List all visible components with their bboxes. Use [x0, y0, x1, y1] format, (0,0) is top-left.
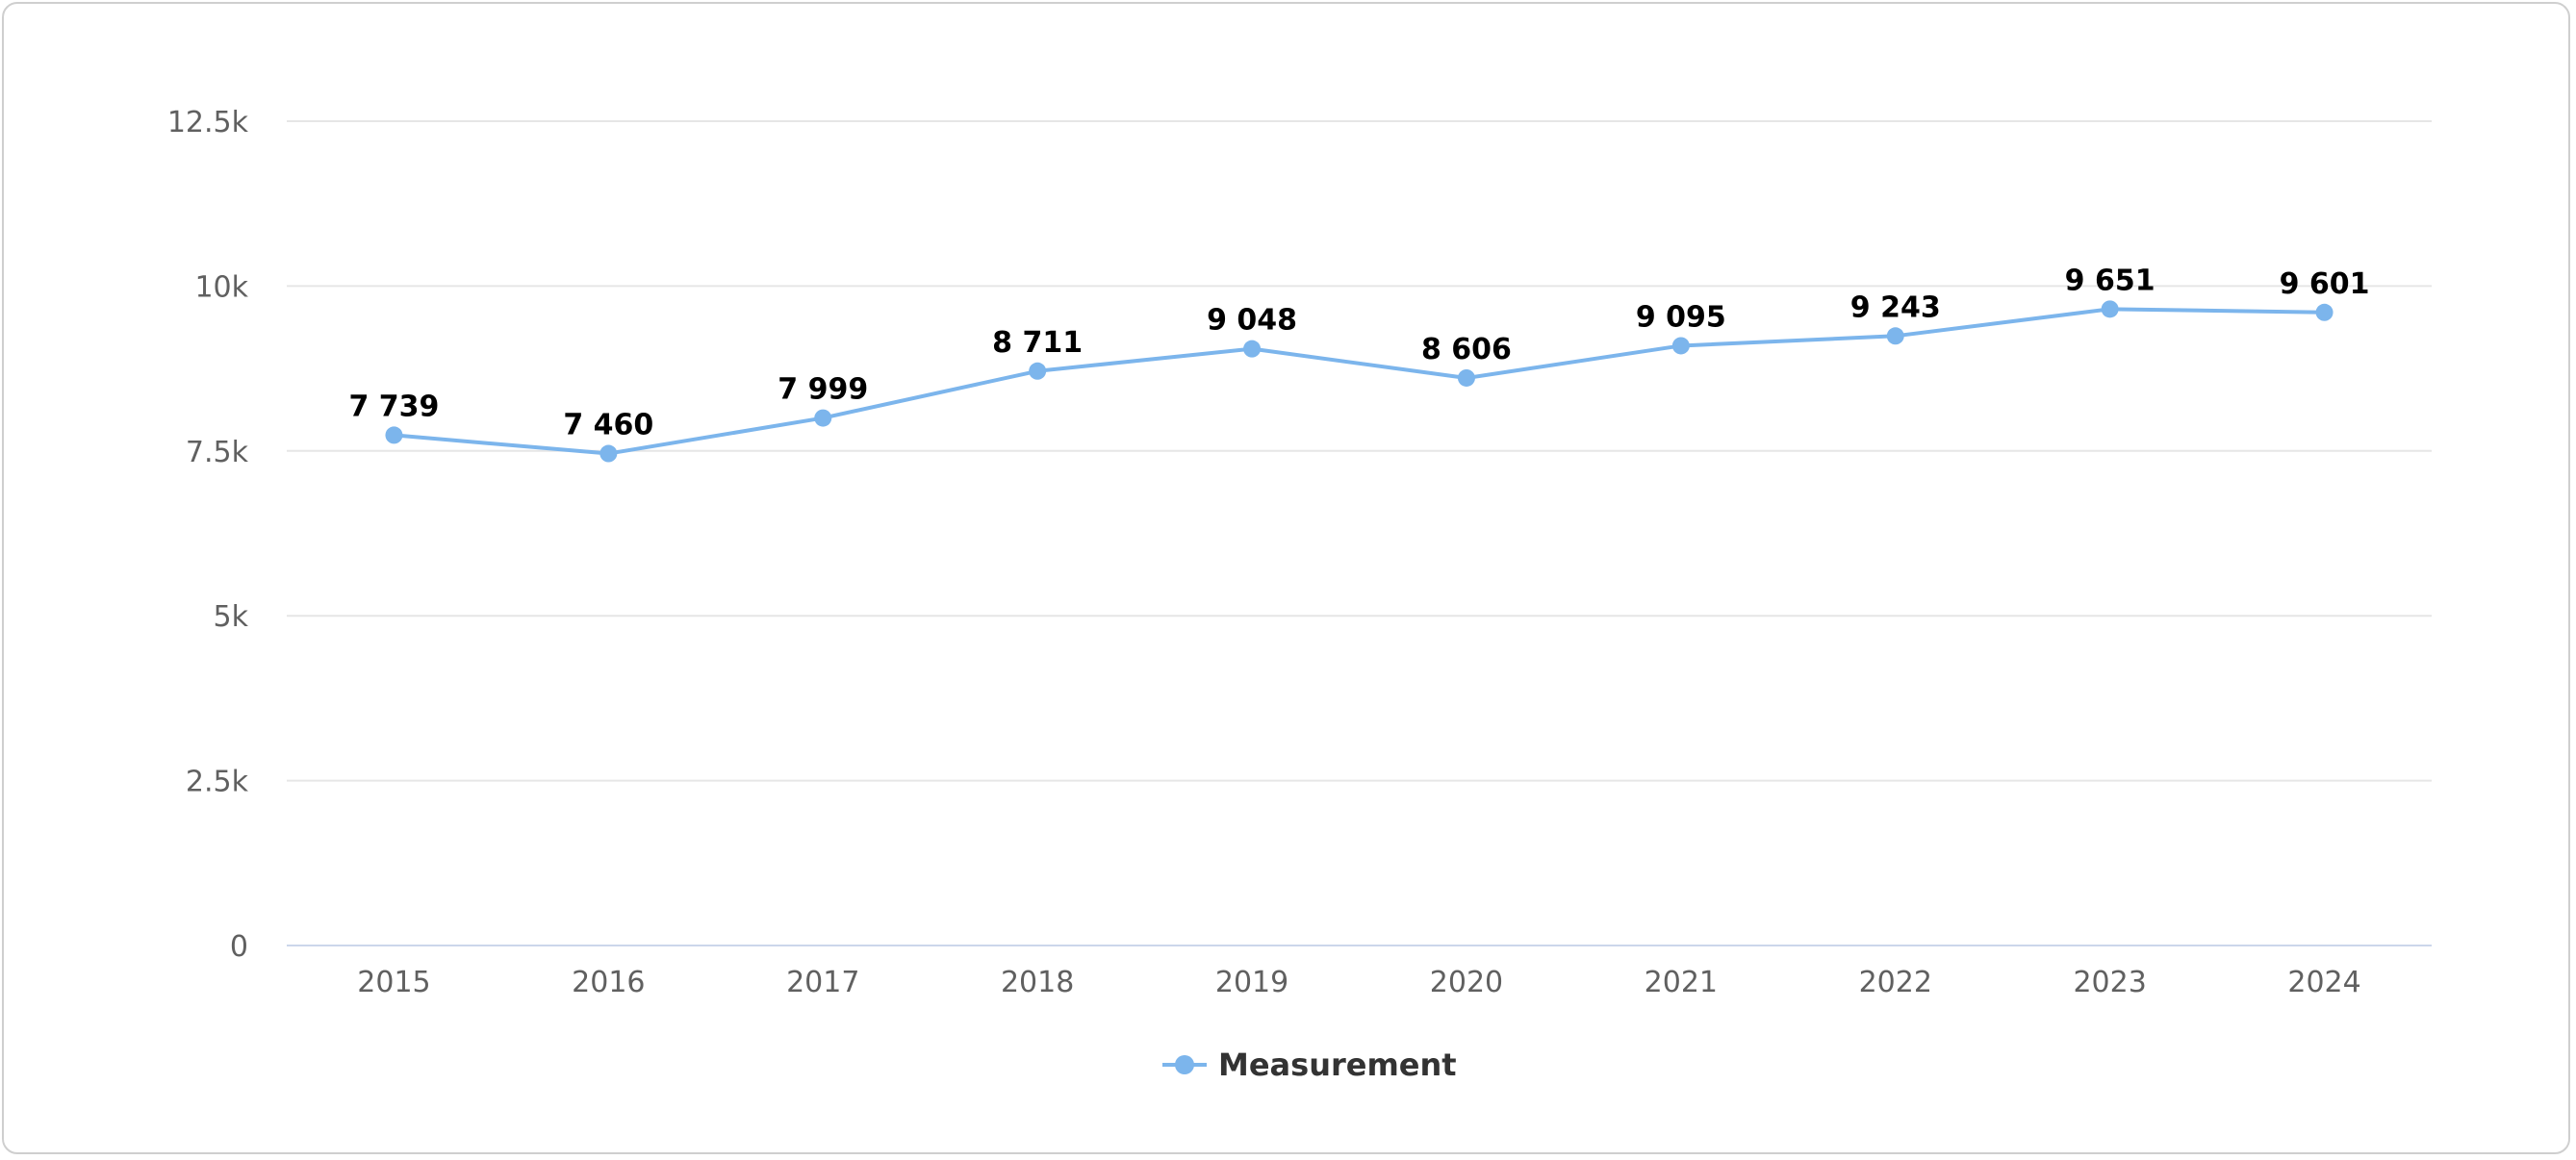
- x-tick-label: 2017: [786, 966, 859, 999]
- data-point[interactable]: [385, 426, 402, 443]
- y-tick-label: 0: [230, 930, 248, 964]
- x-tick-label: 2016: [572, 966, 645, 999]
- data-point[interactable]: [1458, 369, 1475, 387]
- data-labels: 7 739 7 460 7 999 8 711 9 048 8 606 9 095 9 243…: [348, 264, 2369, 441]
- data-label: 9 651: [2065, 264, 2155, 297]
- data-label: 9 095: [1636, 300, 1726, 334]
- legend[interactable]: Measurement: [1162, 1047, 1457, 1083]
- data-point[interactable]: [2316, 304, 2334, 321]
- y-tick-label: 12.5k: [167, 106, 249, 139]
- x-tick-label: 2021: [1645, 966, 1718, 999]
- series-line: [394, 309, 2324, 453]
- y-tick-label: 5k: [214, 600, 249, 634]
- x-tick-label: 2022: [1859, 966, 1932, 999]
- data-label: 8 711: [992, 326, 1083, 360]
- x-tick-label: 2020: [1430, 966, 1503, 999]
- legend-item-label[interactable]: Measurement: [1218, 1047, 1457, 1083]
- data-point[interactable]: [1243, 340, 1261, 358]
- data-label: 7 999: [778, 373, 868, 407]
- x-axis: 2015 2016 2017 2018 2019 2020 2021 2022 2023 2024: [287, 946, 2432, 999]
- data-label: 9 601: [2280, 267, 2370, 301]
- data-label: 9 048: [1207, 304, 1297, 338]
- data-point[interactable]: [2102, 300, 2119, 317]
- y-tick-label: 7.5k: [186, 436, 249, 469]
- data-point[interactable]: [1029, 363, 1046, 380]
- data-label: 7 460: [563, 409, 653, 442]
- legend-marker-symbol: [1175, 1055, 1194, 1074]
- y-tick-label: 10k: [194, 270, 248, 304]
- data-point[interactable]: [599, 445, 617, 463]
- data-label: 7 739: [348, 390, 439, 423]
- series-measurement: [385, 300, 2333, 462]
- data-label: 8 606: [1421, 333, 1512, 366]
- x-tick-label: 2015: [357, 966, 430, 999]
- data-label: 9 243: [1850, 290, 1941, 324]
- data-point[interactable]: [1887, 327, 1904, 344]
- data-point[interactable]: [814, 410, 831, 427]
- x-tick-label: 2023: [2073, 966, 2146, 999]
- y-tick-label: 2.5k: [186, 766, 249, 799]
- x-tick-label: 2018: [1001, 966, 1074, 999]
- y-axis: 0 2.5k 5k 7.5k 10k 12.5k: [167, 106, 249, 964]
- x-tick-label: 2024: [2287, 966, 2360, 999]
- data-point[interactable]: [1672, 337, 1690, 354]
- x-tick-label: 2019: [1215, 966, 1288, 999]
